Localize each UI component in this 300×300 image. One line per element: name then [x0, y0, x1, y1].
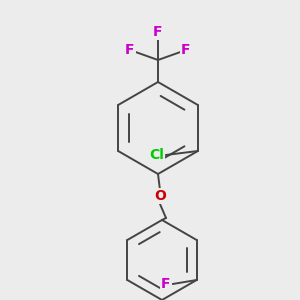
Text: F: F: [153, 25, 163, 39]
Text: F: F: [181, 43, 191, 57]
Text: F: F: [125, 43, 135, 57]
Text: Cl: Cl: [149, 148, 164, 162]
Text: F: F: [161, 277, 171, 291]
Text: O: O: [154, 189, 166, 203]
